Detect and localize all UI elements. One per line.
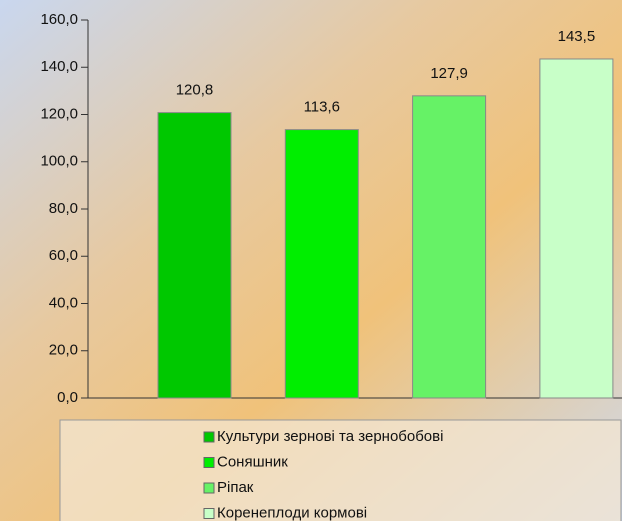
y-tick-label: 100,0 bbox=[40, 153, 78, 170]
y-tick-label: 60,0 bbox=[49, 247, 78, 264]
value-label: 127,9 bbox=[430, 65, 468, 82]
y-tick-label: 0,0 bbox=[57, 389, 78, 406]
value-label: 113,6 bbox=[304, 99, 340, 116]
y-tick-label: 160,0 bbox=[40, 11, 78, 28]
y-tick-label: 40,0 bbox=[49, 294, 78, 311]
value-label: 143,5 bbox=[558, 28, 596, 45]
legend-swatch bbox=[204, 483, 214, 493]
value-label: 120,8 bbox=[176, 82, 214, 99]
legend-swatch bbox=[204, 432, 214, 442]
legend-label: Культури зернові та зернобобові bbox=[217, 428, 443, 445]
legend-label: Ріпак bbox=[217, 479, 254, 496]
bar bbox=[285, 130, 358, 398]
y-tick-label: 20,0 bbox=[49, 342, 78, 359]
bar bbox=[540, 59, 613, 398]
legend-label: Соняшник bbox=[217, 453, 288, 470]
legend-label: Коренеплоди кормові bbox=[217, 504, 367, 521]
chart: 0,0 20,0 40,0 60,0 80,0 100,0 120,0 140,0 160,0 1… bbox=[0, 0, 622, 521]
y-tick-label: 80,0 bbox=[49, 200, 78, 217]
y-tick-label: 140,0 bbox=[40, 58, 78, 75]
bar bbox=[158, 113, 231, 398]
y-tick-label: 120,0 bbox=[40, 105, 78, 122]
legend-swatch bbox=[204, 458, 214, 468]
bar bbox=[413, 96, 486, 398]
legend-swatch bbox=[204, 509, 214, 519]
